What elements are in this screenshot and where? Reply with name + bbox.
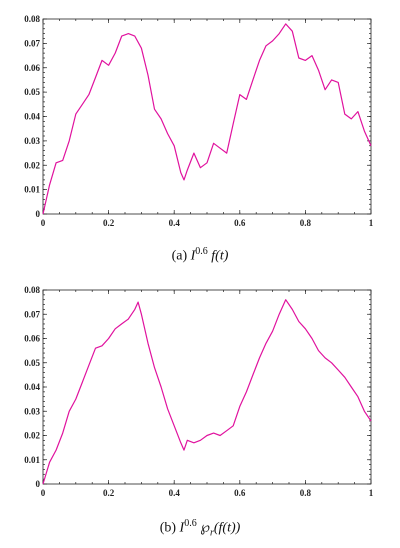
x-tick-label: 1	[369, 218, 374, 228]
line-chart-a: 0 0.01 0.02 0.03 0.04 0.05 0.06 0.07 0.08 0 0.2 0.4…	[24, 14, 374, 228]
caption-a: (a) I0.6 f(t)	[171, 246, 229, 264]
y-tick-label: 0.01	[24, 185, 40, 195]
y-tick-label: 0.02	[24, 160, 40, 170]
y-tick-label: 0.07	[24, 38, 40, 48]
y-tick-label: 0.02	[24, 431, 40, 441]
x-tick-label: 0.6	[234, 488, 246, 498]
y-tick-label: 0.03	[24, 406, 40, 416]
y-tick-label: 0.08	[24, 14, 40, 24]
x-tick-label: 0.4	[169, 488, 181, 498]
plot-frame	[42, 18, 372, 215]
x-tick-label: 0.6	[234, 218, 246, 228]
plot-frame	[42, 289, 372, 485]
chart-panel-b: 0 0.01 0.02 0.03 0.04 0.05 0.06 0.07 0.08 0 0.2 0.4…	[0, 274, 400, 548]
y-tick-label: 0.05	[24, 358, 40, 368]
x-tick-label: 0	[41, 218, 46, 228]
y-tick-label: 0.04	[24, 112, 40, 122]
y-tick-label: 0.06	[24, 63, 40, 73]
x-tick-label: 0.8	[300, 488, 312, 498]
line-chart-b: 0 0.01 0.02 0.03 0.04 0.05 0.06 0.07 0.08 0 0.2 0.4…	[24, 285, 374, 498]
series-line	[42, 299, 372, 485]
series-line	[42, 23, 372, 215]
y-tick-label: 0.01	[24, 455, 40, 465]
y-tick-label: 0.08	[24, 285, 40, 295]
x-tick-label: 0	[41, 488, 46, 498]
x-tick-label: 0.8	[300, 218, 312, 228]
y-tick-label: 0	[36, 209, 41, 219]
x-tick-label: 0.2	[103, 488, 115, 498]
y-tick-label: 0.05	[24, 87, 40, 97]
y-tick-label: 0.06	[24, 334, 40, 344]
caption-b: (b) I0.6 ℘r(f(t))	[159, 518, 241, 539]
x-tick-label: 0.4	[169, 218, 181, 228]
y-tick-label: 0.07	[24, 309, 40, 319]
x-tick-label: 1	[369, 488, 374, 498]
x-tick-label: 0.2	[103, 218, 115, 228]
y-tick-label: 0.04	[24, 382, 40, 392]
chart-panel-a: 0 0.01 0.02 0.03 0.04 0.05 0.06 0.07 0.08 0 0.2 0.4…	[24, 14, 374, 264]
y-tick-label: 0.03	[24, 136, 40, 146]
y-tick-label: 0	[36, 479, 41, 489]
